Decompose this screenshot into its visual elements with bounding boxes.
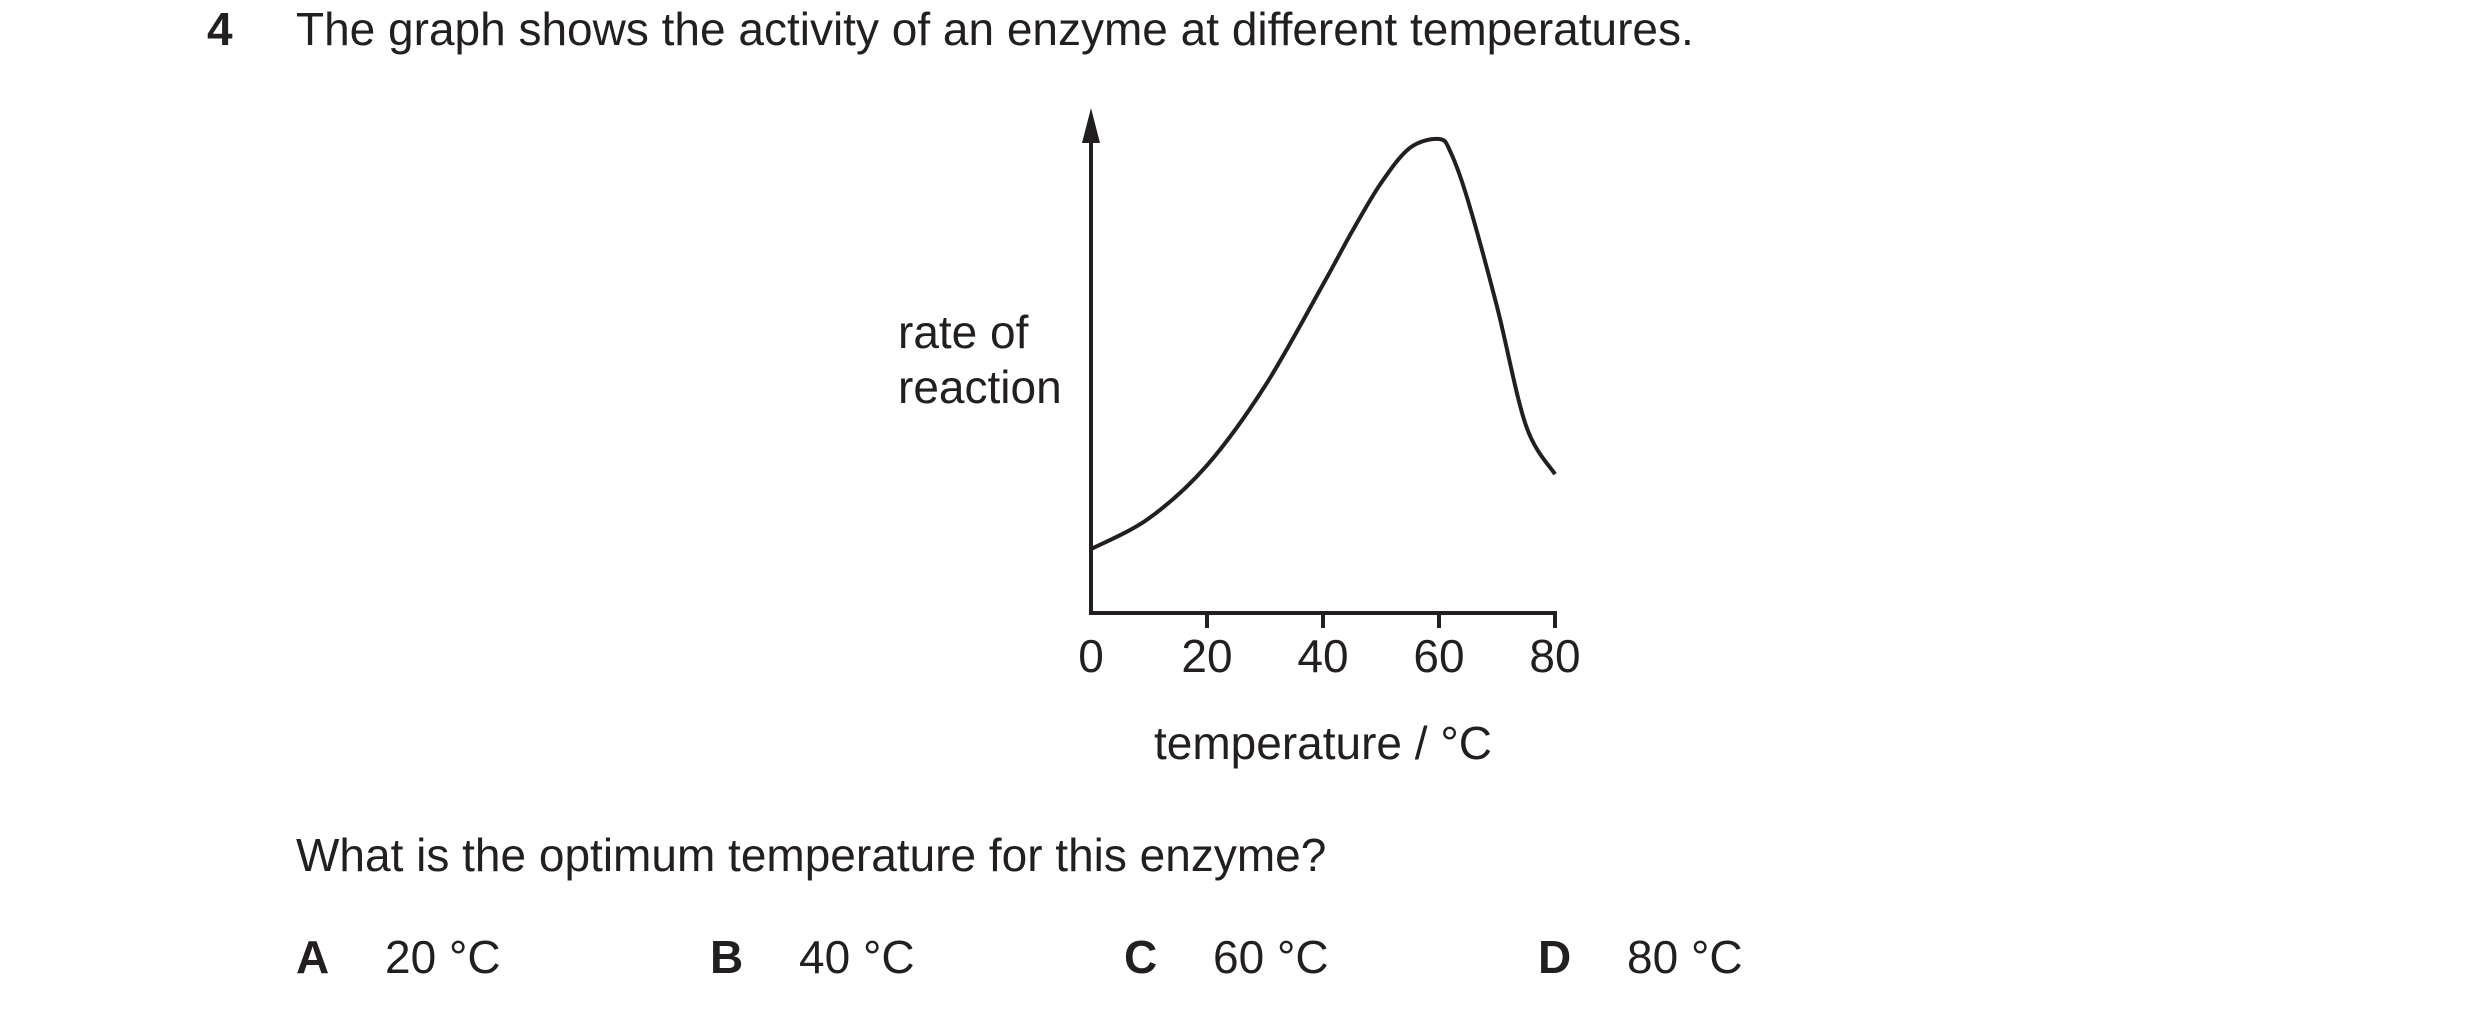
y-axis-label-line: rate of xyxy=(898,306,1029,358)
x-axis-label: temperature / °C xyxy=(1154,717,1492,769)
option-letter: C xyxy=(1124,931,1158,983)
enzyme-activity-curve xyxy=(1090,136,1557,551)
option-a: A 20 °C xyxy=(296,928,501,986)
option-b: B 40 °C xyxy=(710,928,915,986)
y-axis-arrowhead xyxy=(1082,108,1100,143)
x-axis-tick-label: 80 xyxy=(1529,630,1580,682)
option-letter: A xyxy=(296,931,330,983)
x-axis-tick-label: 40 xyxy=(1297,630,1348,682)
x-axis-tick-label: 0 xyxy=(1078,630,1104,682)
option-text: 20 °C xyxy=(385,931,501,983)
option-text: 60 °C xyxy=(1213,931,1329,983)
option-text: 80 °C xyxy=(1627,931,1743,983)
option-text: 40 °C xyxy=(799,931,915,983)
y-axis-label-line: reaction xyxy=(898,361,1062,413)
option-letter: D xyxy=(1538,931,1572,983)
option-letter: B xyxy=(710,931,744,983)
question-number: 4 xyxy=(207,3,233,55)
x-axis-tick-label: 20 xyxy=(1181,630,1232,682)
question-stem: The graph shows the activity of an enzym… xyxy=(296,3,1694,55)
option-d: D 80 °C xyxy=(1538,928,1743,986)
x-axis-tick-labels: 0 20 40 60 80 xyxy=(1078,630,1580,682)
option-c: C 60 °C xyxy=(1124,928,1329,986)
x-axis-tick-label: 60 xyxy=(1413,630,1464,682)
question-prompt: What is the optimum temperature for this… xyxy=(296,829,1327,881)
x-axis-ticks xyxy=(1205,613,1557,628)
